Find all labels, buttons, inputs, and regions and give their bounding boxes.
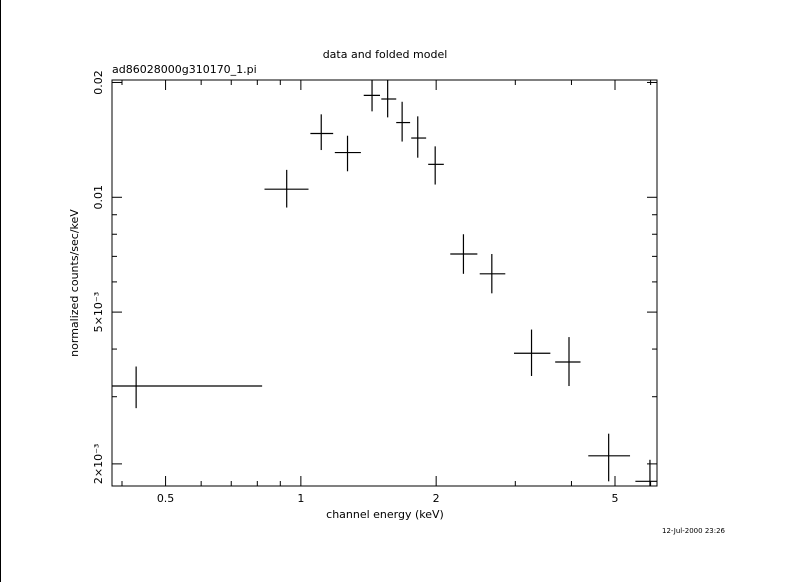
chart-subtitle: ad86028000g310170_1.pi [112, 63, 257, 76]
y-tick-label: 0.02 [92, 70, 105, 95]
y-axis-label: normalized counts/sec/keV [68, 209, 81, 357]
data-point [411, 116, 427, 158]
x-tick-label: 0.5 [157, 492, 175, 505]
data-point [450, 234, 478, 274]
data-point [588, 433, 631, 482]
data-point [381, 80, 397, 118]
y-tick-labels: 2×10⁻³ 5×10⁻³ 0.01 0.02 [92, 70, 105, 484]
data-point [310, 114, 334, 151]
x-tick-label: 2 [433, 492, 440, 505]
data-point [428, 146, 444, 185]
data-point [635, 459, 657, 486]
data-point [112, 366, 263, 409]
y-tick-label: 5×10⁻³ [92, 292, 105, 332]
data-point [396, 101, 411, 142]
x-tick-label: 5 [612, 492, 619, 505]
x-tick-label: 1 [297, 492, 304, 505]
data-points [112, 80, 657, 486]
y-tick-label: 0.01 [92, 185, 105, 210]
data-point [334, 135, 361, 172]
data-point [513, 329, 551, 376]
chart-title: data and folded model [323, 48, 448, 61]
timestamp: 12-Jul-2000 23:26 [662, 527, 726, 535]
axis-ticks [112, 80, 657, 486]
left-edge-rule [0, 0, 1, 582]
data-point [479, 254, 506, 294]
plot-frame [111, 79, 658, 487]
y-tick-label: 2×10⁻³ [92, 444, 105, 484]
data-point [363, 80, 381, 112]
data-point [264, 169, 309, 208]
x-axis-label: channel energy (keV) [326, 508, 444, 521]
data-point [555, 337, 581, 387]
x-tick-labels: 0.5 1 2 5 [157, 492, 619, 505]
